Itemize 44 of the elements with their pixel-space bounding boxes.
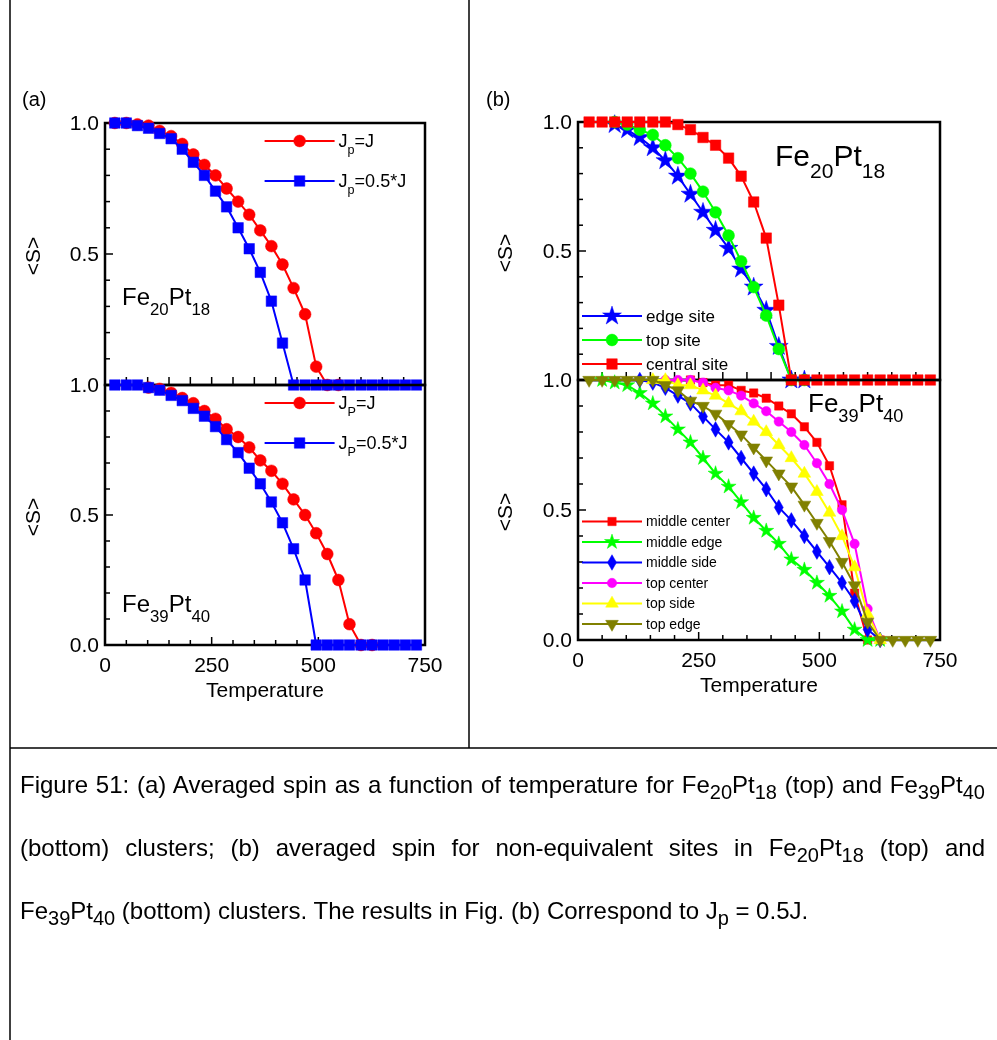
legend-label: J$_{P}$=J <box>338 393 376 420</box>
x-tick-label: 250 <box>194 653 230 676</box>
x-tick-label: 0 <box>572 648 584 671</box>
annotation: Fe$_{39}$Pt$_{40}$ <box>808 388 904 426</box>
y-tick-label: 1.0 <box>542 368 572 391</box>
y-axis-title: <S> <box>21 236 44 276</box>
x-axis-title: Temperature <box>700 673 818 696</box>
y-axis-title: <S> <box>493 233 516 273</box>
legend-label: top edge <box>646 615 701 632</box>
y-tick-label: 1.0 <box>69 373 99 396</box>
y-tick-label: 1.0 <box>69 111 99 134</box>
legend-label: edge site <box>646 306 715 326</box>
text: (b) <box>486 88 511 110</box>
legend-label: top center <box>646 574 709 591</box>
text: (a) <box>22 88 47 110</box>
y-tick-label: 0.5 <box>69 242 99 265</box>
y-tick-label: 0.0 <box>69 633 99 656</box>
y-tick-label: 0.5 <box>542 239 572 262</box>
legend-label: central site <box>646 354 729 374</box>
annotation: Fe$_{20}$Pt$_{18}$ <box>775 139 886 182</box>
legend-label: middle side <box>646 554 718 571</box>
y-tick-label: 1.0 <box>542 110 572 133</box>
legend-label: top site <box>646 330 701 350</box>
x-tick-label: 500 <box>801 648 837 671</box>
y-axis-title: <S> <box>493 492 516 532</box>
x-tick-label: 0 <box>99 653 111 676</box>
legend-label: middle center <box>646 513 731 530</box>
x-tick-label: 750 <box>922 648 958 671</box>
legend-label: J$_{P}$=0.5*J <box>338 433 408 460</box>
x-tick-label: 500 <box>300 653 336 676</box>
x-axis-title: Temperature <box>206 678 324 701</box>
annotation: Fe$_{20}$Pt$_{18}$ <box>122 283 211 319</box>
x-tick-label: 250 <box>681 648 717 671</box>
y-axis-title: <S> <box>21 497 44 537</box>
legend-label: top side <box>646 595 696 612</box>
y-tick-label: 0.5 <box>542 498 572 521</box>
legend-label: J$_{p}$=0.5*J <box>338 171 407 198</box>
text: Figure 51: (a) Averaged spin as a function of temperature for Fe$_{20}$Pt$_{18}$ (top) and Fe$_{39}$Pt$_{40}$ (bottom) clusters; (b) averaged spin for non-equivalent sites in Fe$_{20}$Pt$_{18}$ (top) and Fe$_{39}$Pt$_{40}$ (bottom) clusters. The results in Fig. (b) Correspond to J$_{p}$ = 0.5J. <box>20 771 985 929</box>
legend-label: J$_{p}$=J <box>338 131 375 158</box>
y-tick-label: 0.5 <box>69 503 99 526</box>
x-tick-label: 750 <box>407 653 443 676</box>
y-tick-label: 0.0 <box>542 628 572 651</box>
legend-label: middle edge <box>646 533 723 550</box>
annotation: Fe$_{39}$Pt$_{40}$ <box>122 590 211 626</box>
